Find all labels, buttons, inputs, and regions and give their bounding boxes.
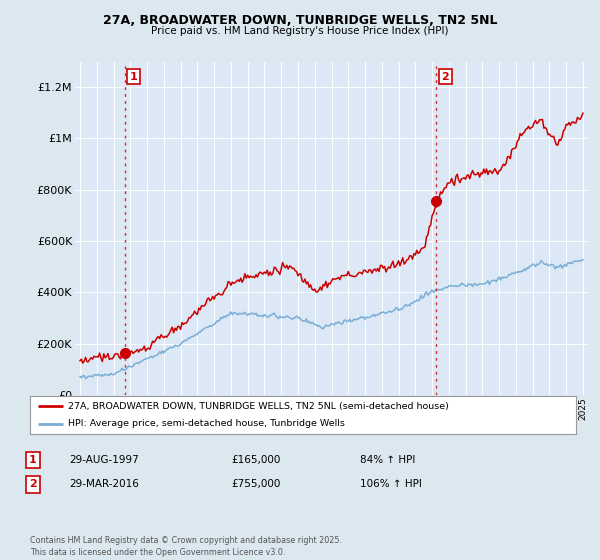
Text: HPI: Average price, semi-detached house, Tunbridge Wells: HPI: Average price, semi-detached house,… [68, 419, 345, 428]
Text: 106% ↑ HPI: 106% ↑ HPI [360, 479, 422, 489]
Text: 2: 2 [29, 479, 37, 489]
Text: 27A, BROADWATER DOWN, TUNBRIDGE WELLS, TN2 5NL: 27A, BROADWATER DOWN, TUNBRIDGE WELLS, T… [103, 14, 497, 27]
Text: 1: 1 [130, 72, 137, 82]
Text: 84% ↑ HPI: 84% ↑ HPI [360, 455, 415, 465]
Text: 1: 1 [29, 455, 37, 465]
Text: £165,000: £165,000 [231, 455, 280, 465]
Text: Contains HM Land Registry data © Crown copyright and database right 2025.
This d: Contains HM Land Registry data © Crown c… [30, 536, 342, 557]
Text: 27A, BROADWATER DOWN, TUNBRIDGE WELLS, TN2 5NL (semi-detached house): 27A, BROADWATER DOWN, TUNBRIDGE WELLS, T… [68, 402, 449, 410]
Text: Price paid vs. HM Land Registry's House Price Index (HPI): Price paid vs. HM Land Registry's House … [151, 26, 449, 36]
Text: £755,000: £755,000 [231, 479, 280, 489]
Text: 2: 2 [442, 72, 449, 82]
Text: 29-MAR-2016: 29-MAR-2016 [69, 479, 139, 489]
Text: 29-AUG-1997: 29-AUG-1997 [69, 455, 139, 465]
